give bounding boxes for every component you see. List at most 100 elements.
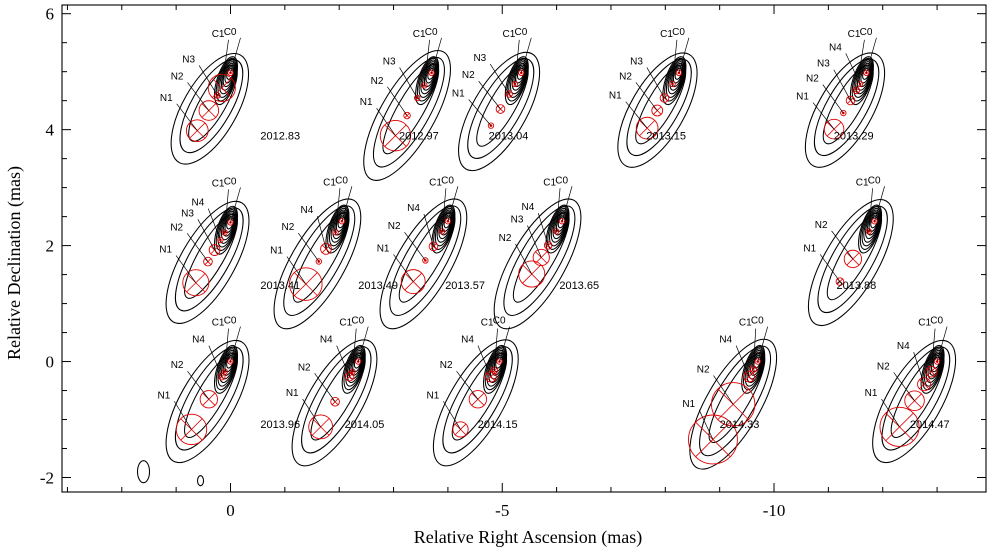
core-contour <box>667 61 685 95</box>
core-contour <box>851 57 874 102</box>
jet-contour <box>467 58 535 159</box>
component-leader <box>819 254 841 282</box>
component-gaussian <box>852 86 861 95</box>
component-leader <box>424 39 430 86</box>
core-contour <box>217 59 237 98</box>
core-contour <box>662 56 687 106</box>
component-gaussian <box>403 111 411 120</box>
component-gaussian <box>413 94 421 102</box>
component-label: C1 <box>848 29 861 40</box>
jet-contour <box>699 345 772 457</box>
jet-contour <box>174 207 244 312</box>
component-leader <box>173 401 192 430</box>
core-contour <box>436 209 454 243</box>
component-gaussian <box>217 236 224 244</box>
component-leader <box>208 345 223 377</box>
component-label: C0 <box>425 27 438 38</box>
component-label: N1 <box>377 243 390 254</box>
component-leader <box>866 37 877 73</box>
component-leader <box>868 188 873 232</box>
component-label: N2 <box>619 71 632 82</box>
component-label: N2 <box>388 221 401 232</box>
component-leader <box>537 213 549 246</box>
component-label: N2 <box>815 220 828 231</box>
component-gaussian <box>338 218 346 225</box>
jet-contour <box>292 212 350 303</box>
component-label: N4 <box>192 335 205 346</box>
y-tick-label: -2 <box>40 469 54 488</box>
component-leader <box>221 39 229 88</box>
component-gaussian <box>835 277 845 286</box>
noise-contour <box>197 475 205 487</box>
component-label: N3 <box>473 53 486 64</box>
component-label: C0 <box>351 316 364 327</box>
component-gaussian <box>659 93 670 103</box>
component-label: C0 <box>335 175 348 186</box>
jet-contour <box>512 212 570 303</box>
epoch-label: 2012.83 <box>260 131 300 143</box>
component-label: N2 <box>697 365 710 376</box>
component-gaussian <box>207 73 236 102</box>
component-label: N3 <box>817 59 830 70</box>
component-leader <box>493 328 498 371</box>
jet-contour <box>503 205 576 316</box>
epoch-label: 2013.29 <box>834 131 874 143</box>
component-leader <box>635 82 658 111</box>
core-contour <box>861 207 881 247</box>
epoch-label: 2013.96 <box>260 419 300 431</box>
component-label: N2 <box>440 360 453 371</box>
component-leader <box>176 103 198 131</box>
component-leader <box>478 80 501 110</box>
component-label: C1 <box>339 318 352 329</box>
component-gaussian <box>203 256 213 267</box>
component-gaussian <box>227 358 234 365</box>
component-label: C0 <box>868 175 881 186</box>
core-contour <box>422 62 437 91</box>
epoch-label: 2014.05 <box>345 419 385 431</box>
component-leader <box>555 188 561 232</box>
component-label: N2 <box>171 360 184 371</box>
jet-contour <box>813 58 880 157</box>
component-leader <box>753 328 757 370</box>
core-contour <box>491 353 504 376</box>
component-gaussian <box>496 358 503 365</box>
y-tick-label: 0 <box>46 353 55 372</box>
core-contour <box>420 61 438 95</box>
component-leader <box>646 67 665 99</box>
component-leader <box>286 256 307 285</box>
component-leader <box>881 398 900 428</box>
core-contour <box>547 206 569 250</box>
core-contour <box>924 348 944 387</box>
axes: 0 -5 -10 6 4 2 0 -2 <box>40 4 987 520</box>
core-contour <box>749 353 763 376</box>
component-gaussian <box>505 90 513 98</box>
epoch-label: 2014.33 <box>720 419 760 431</box>
x-tick-label: -10 <box>763 501 786 520</box>
component-label: C0 <box>224 316 237 327</box>
component-gaussian <box>484 370 497 383</box>
core-contour <box>858 204 883 254</box>
plot-frame <box>61 4 987 493</box>
component-leader <box>625 101 648 129</box>
component-gaussian <box>308 414 334 440</box>
component-label: C1 <box>481 318 494 329</box>
component-label: C0 <box>514 27 527 38</box>
jet-contour <box>626 58 692 157</box>
jet-contour <box>708 352 766 443</box>
component-label: C0 <box>441 175 454 186</box>
core-contour <box>549 207 569 247</box>
component-gaussian <box>845 95 856 106</box>
component-label: N4 <box>191 198 204 209</box>
core-contour <box>552 211 568 240</box>
component-label: N1 <box>286 388 299 399</box>
component-label: C0 <box>555 175 568 186</box>
component-leader <box>514 39 520 84</box>
component-gaussian <box>344 371 355 382</box>
component-label: N4 <box>719 335 732 346</box>
component-leader <box>561 186 573 222</box>
